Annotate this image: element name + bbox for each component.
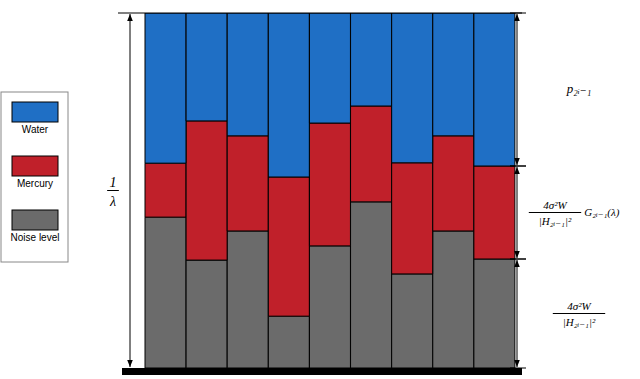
- svg-text:|H₂ᵢ₋₁|²: |H₂ᵢ₋₁|²: [563, 316, 596, 328]
- svg-text:4σ²W: 4σ²W: [543, 199, 567, 211]
- svg-text:4σ²W: 4σ²W: [567, 300, 591, 312]
- svg-text:Mercury: Mercury: [17, 178, 53, 189]
- svg-text:1: 1: [110, 175, 117, 190]
- svg-text:|H₂ᵢ₋₁|²: |H₂ᵢ₋₁|²: [539, 215, 572, 227]
- svg-text:λ: λ: [109, 194, 116, 209]
- svg-text:p₂ᵢ₋₁: p₂ᵢ₋₁: [566, 81, 591, 96]
- svg-text:G₂ᵢ₋₁(λ): G₂ᵢ₋₁(λ): [584, 206, 620, 219]
- svg-text:Water: Water: [22, 124, 49, 135]
- svg-text:Noise level: Noise level: [11, 232, 60, 243]
